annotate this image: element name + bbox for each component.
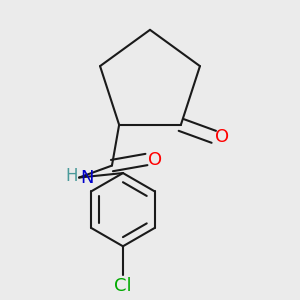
Text: H: H — [65, 167, 77, 185]
Text: N: N — [81, 169, 94, 187]
Text: O: O — [148, 151, 162, 169]
Text: Cl: Cl — [114, 277, 132, 295]
Text: O: O — [215, 128, 229, 146]
